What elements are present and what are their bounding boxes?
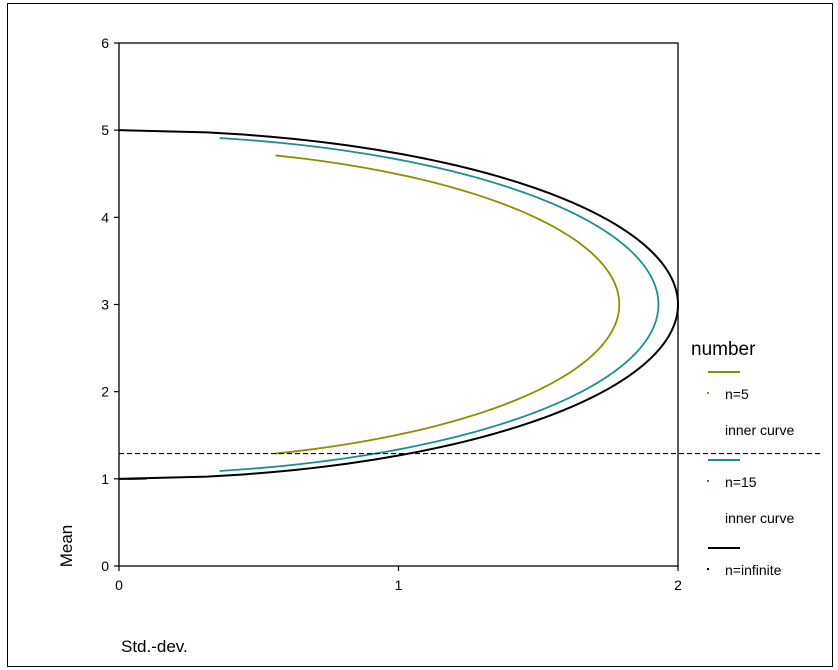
y-tick-label-4: 4 (101, 209, 109, 225)
y-axis: 0 1 2 3 4 5 6 (101, 35, 119, 574)
series-line-1 (219, 137, 660, 472)
x-tick-label-2: 2 (674, 577, 682, 593)
plot-area (118, 42, 679, 567)
legend-sublabel-0: inner curve (725, 422, 794, 438)
legend-marker-0 (707, 392, 709, 394)
x-axis: 0 1 2 (115, 566, 682, 593)
y-tick-label-3: 3 (101, 297, 109, 313)
y-tick-label-5: 5 (101, 122, 109, 138)
legend-title: number (691, 339, 756, 360)
x-tick-label-1: 1 (395, 577, 403, 593)
x-tick-label-0: 0 (115, 577, 123, 593)
y-tick-label-2: 2 (101, 384, 109, 400)
series-layer (118, 129, 680, 480)
legend-marker-2 (707, 568, 709, 570)
legend-label-1: n=15 (725, 474, 757, 490)
y-tick-label-6: 6 (101, 35, 109, 51)
x-axis-title: Std.-dev. (121, 637, 188, 656)
chart-frame (7, 3, 833, 667)
legend-label-0: n=5 (725, 386, 749, 402)
legend: number n=5 inner curve n=15 inner curve n=in… (691, 339, 794, 578)
legend-marker-1 (707, 480, 709, 482)
legend-label-2: n=infinite (725, 562, 782, 578)
series-line-2 (118, 129, 680, 480)
legend-sublabel-1: inner curve (725, 510, 794, 526)
series-line-0 (275, 154, 621, 455)
y-tick-label-1: 1 (101, 471, 109, 487)
y-tick-label-0: 0 (101, 558, 109, 574)
y-axis-title: Mean (57, 525, 76, 568)
